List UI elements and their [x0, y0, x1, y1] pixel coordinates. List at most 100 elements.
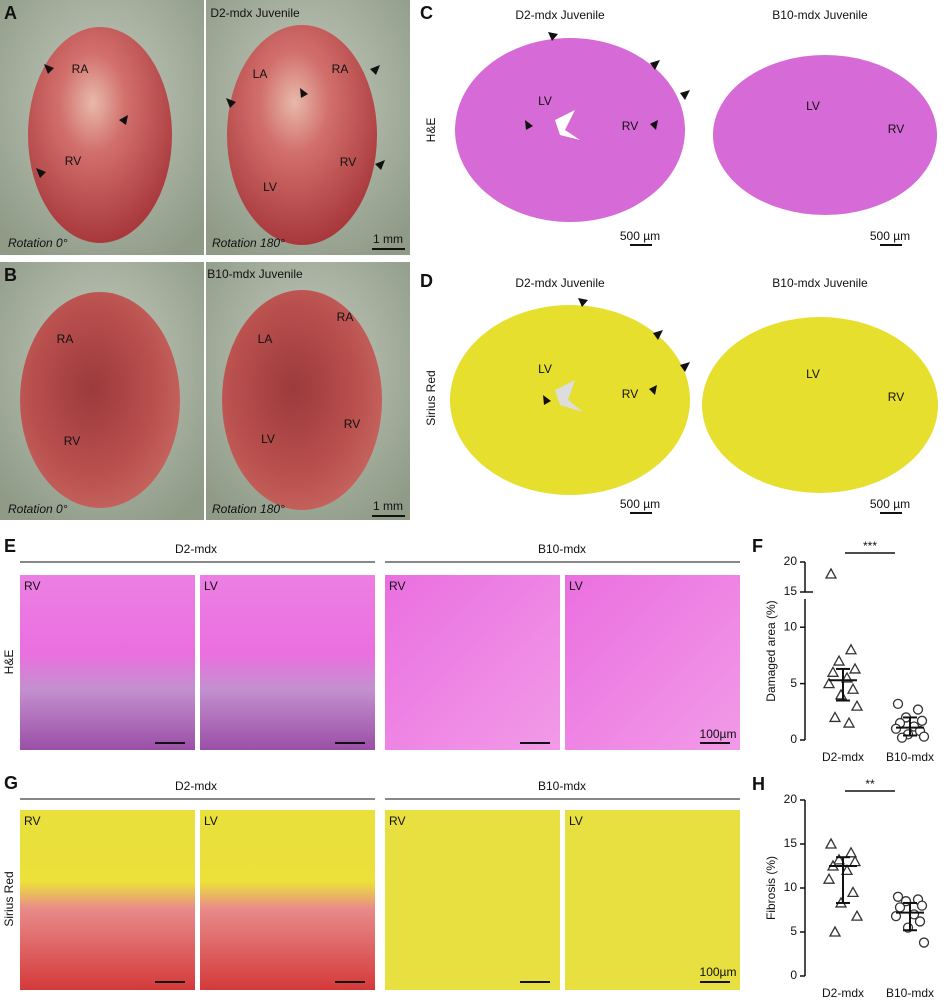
label: LV	[538, 362, 552, 376]
y-tick-label: 10	[784, 619, 798, 633]
point	[892, 698, 904, 710]
point	[844, 643, 858, 655]
label: LV	[806, 367, 820, 381]
point	[826, 665, 840, 677]
panel-letter: D	[420, 271, 433, 291]
stain-label: Sirius Red	[424, 370, 438, 425]
panel-letter: E	[4, 536, 16, 556]
label: RV	[622, 387, 638, 401]
point	[824, 567, 838, 579]
group-label: B10-mdx	[538, 779, 586, 793]
tile-label: RV	[389, 814, 405, 828]
label: LV	[806, 99, 820, 113]
tile	[385, 810, 560, 990]
section	[455, 38, 685, 222]
panel-title: B10-mdx Juvenile	[772, 8, 868, 22]
caption: Rotation 180°	[212, 236, 285, 250]
tile-label: LV	[204, 814, 218, 828]
point	[848, 855, 862, 867]
point	[846, 682, 860, 694]
y-axis-label: Fibrosis (%)	[764, 856, 778, 920]
label: RA	[337, 310, 354, 324]
tile	[565, 810, 740, 990]
caption: Rotation 0°	[8, 236, 68, 250]
x-tick-label: D2-mdx	[822, 986, 864, 1000]
y-tick-label: 15	[784, 584, 798, 598]
section	[450, 305, 690, 495]
label: LV	[538, 94, 552, 108]
stain-label: Sirius Red	[2, 871, 16, 926]
point	[828, 711, 842, 723]
label: RA	[57, 332, 74, 346]
scale-label: 500 µm	[620, 229, 660, 243]
significance: ***	[863, 539, 877, 553]
y-tick-label: 0	[790, 732, 797, 746]
point	[892, 891, 904, 902]
panel-title: B10-mdx Juvenile	[772, 276, 868, 290]
panel-letter: G	[4, 773, 18, 793]
label: RV	[888, 390, 904, 404]
point	[912, 704, 924, 715]
y-tick-label: 10	[784, 880, 798, 894]
point	[822, 677, 836, 689]
label: RA	[72, 62, 89, 76]
panel-title: D2-mdx Juvenile	[515, 276, 605, 290]
panel-letter: F	[752, 536, 763, 556]
lumen	[555, 380, 583, 412]
tile-label: LV	[569, 579, 583, 593]
panel-letter: B	[4, 265, 17, 285]
y-axis-label: Damaged area (%)	[764, 600, 778, 701]
section	[702, 317, 938, 493]
label: LV	[261, 432, 275, 446]
heart	[227, 25, 377, 245]
point	[850, 699, 864, 711]
point	[848, 662, 862, 674]
point	[916, 900, 928, 911]
scale-label: 100µm	[700, 965, 737, 979]
group-label: D2-mdx	[175, 542, 217, 556]
point	[918, 937, 930, 948]
y-tick-label: 0	[790, 968, 797, 982]
y-tick-label: 5	[790, 924, 797, 938]
x-tick-label: D2-mdx	[822, 750, 864, 764]
label: RV	[340, 155, 356, 169]
heart	[20, 292, 180, 508]
tile	[565, 575, 740, 750]
point	[842, 716, 856, 728]
point	[822, 872, 836, 884]
caption: Rotation 180°	[212, 502, 285, 516]
tile	[20, 575, 195, 750]
scale-label: 100µm	[700, 727, 737, 741]
panel-letter: H	[752, 774, 765, 794]
x-tick-label: B10-mdx	[886, 986, 934, 1000]
label: RV	[344, 417, 360, 431]
panel-title: D2-mdx Juvenile	[515, 8, 605, 22]
tile	[20, 810, 195, 990]
panel-letter: A	[4, 3, 17, 23]
point	[916, 715, 928, 726]
point	[914, 916, 926, 927]
y-tick-label: 20	[784, 792, 798, 806]
y-tick-label: 15	[784, 836, 798, 850]
point	[918, 731, 930, 742]
point	[844, 846, 858, 858]
tile-label: RV	[24, 814, 40, 828]
panel-title: B10-mdx Juvenile	[207, 267, 303, 281]
significance: **	[865, 777, 875, 791]
scale-label: 1 mm	[373, 499, 403, 513]
scale-label: 1 mm	[373, 232, 403, 246]
label: LA	[253, 67, 268, 81]
tile-label: RV	[24, 579, 40, 593]
x-tick-label: B10-mdx	[886, 750, 934, 764]
label: RV	[64, 434, 80, 448]
tile	[200, 810, 375, 990]
y-tick-label: 5	[790, 676, 797, 690]
point	[840, 864, 854, 876]
group-label: D2-mdx	[175, 779, 217, 793]
label: RV	[65, 154, 81, 168]
tile-label: RV	[389, 579, 405, 593]
label: RV	[622, 119, 638, 133]
stain-label: H&E	[424, 118, 438, 143]
label: RV	[888, 122, 904, 136]
point	[846, 886, 860, 898]
